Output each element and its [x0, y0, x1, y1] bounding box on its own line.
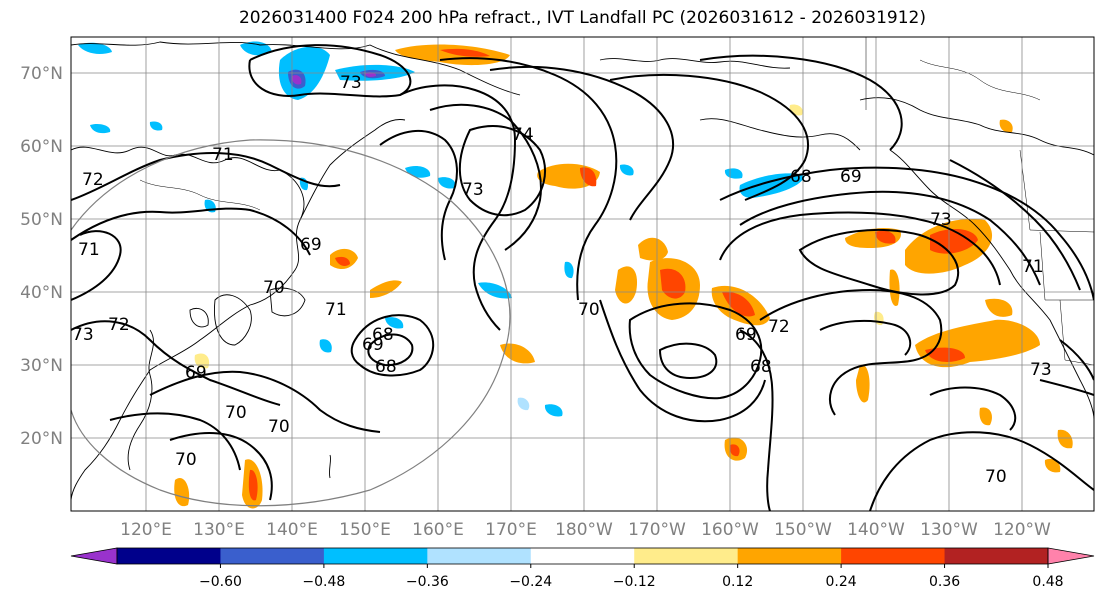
contour-label: 68 [372, 325, 394, 345]
lon-label: 120°E [120, 520, 172, 540]
lon-label: 140°E [266, 520, 318, 540]
contour-label: 69 [362, 335, 384, 355]
longitude-labels: 120°E 130°E 140°E 150°E 160°E 170°E 180°… [120, 520, 1051, 540]
lon-label: 130°W [920, 520, 978, 540]
colorbar-segment [737, 548, 842, 564]
contour-label: 71 [78, 240, 100, 260]
great-circle-ring [71, 139, 511, 507]
contour-label: 72 [768, 317, 790, 337]
contour-label: 69 [735, 325, 757, 345]
lon-label: 160°W [701, 520, 759, 540]
contour-label: 68 [750, 357, 772, 377]
contour-label: 73 [340, 73, 362, 93]
colorbar-segment [841, 548, 946, 564]
lon-label: 120°W [993, 520, 1051, 540]
lon-label: 130°E [193, 520, 245, 540]
colorbar-segment [323, 548, 428, 564]
contour-label: 69 [300, 235, 322, 255]
colorbar-tick-label: 0.36 [929, 574, 960, 590]
colorbar-tick-label: 0.12 [722, 574, 753, 590]
contour-label: 72 [108, 315, 130, 335]
contour-label: 71 [325, 300, 347, 320]
lat-label: 30°N [20, 356, 63, 376]
latitude-labels: 70°N 60°N 50°N 40°N 30°N 20°N [20, 64, 63, 449]
lon-label: 170°W [628, 520, 686, 540]
colorbar-tick-label: −0.48 [302, 574, 345, 590]
colorbar-segment [530, 548, 635, 564]
contour-label: 69 [840, 167, 862, 187]
lat-label: 70°N [20, 64, 63, 84]
contour-label: 73 [72, 325, 94, 345]
contour-label: 70 [263, 278, 285, 298]
colorbar-tick-label: 0.24 [826, 574, 857, 590]
colorbar: −0.60 −0.48 −0.36 −0.24 −0.12 0.12 0.24 0.36 0.4… [70, 547, 1095, 590]
contour-label: 71 [1022, 257, 1044, 277]
lon-label: 150°E [339, 520, 391, 540]
contour-label: 72 [82, 170, 104, 190]
contour-label: 73 [462, 180, 484, 200]
colorbar-extend-low [70, 547, 118, 565]
lat-label: 20°N [20, 429, 63, 449]
colorbar-tick-label: −0.24 [509, 574, 552, 590]
colorbar-outline [116, 547, 1049, 565]
contour-label: 70 [268, 417, 290, 437]
colorbar-tick-label: −0.36 [406, 574, 449, 590]
colorbar-segment [634, 548, 739, 564]
colorbar-tick-label: 0.48 [1032, 574, 1063, 590]
colorbar-segment [220, 548, 325, 564]
contour-label: 68 [375, 357, 397, 377]
lon-label: 170°E [485, 520, 537, 540]
contour-label: 71 [212, 145, 234, 165]
colorbar-extend-high [1047, 547, 1095, 565]
contour-label: 70 [175, 450, 197, 470]
lon-label: 140°W [847, 520, 905, 540]
contour-label: 73 [930, 210, 952, 230]
contour-label: 70 [225, 403, 247, 423]
lat-label: 40°N [20, 283, 63, 303]
lon-label: 150°W [774, 520, 832, 540]
page-title: 2026031400 F024 200 hPa refract., IVT La… [238, 8, 926, 28]
colorbar-tick-label: −0.12 [613, 574, 656, 590]
lat-label: 60°N [20, 137, 63, 157]
colorbar-segment [427, 548, 532, 564]
contour-labels: 73 74 71 72 71 69 70 71 72 73 69 68 70 7… [72, 73, 1052, 487]
map-plot-area [71, 37, 1094, 511]
contour-label: 70 [985, 467, 1007, 487]
lat-label: 50°N [20, 210, 63, 230]
colorbar-tick-label: −0.60 [199, 574, 242, 590]
contour-label: 74 [512, 125, 534, 145]
contour-label: 68 [790, 167, 812, 187]
contour-label: 69 [185, 363, 207, 383]
colorbar-segment [944, 548, 1049, 564]
lon-label: 160°E [412, 520, 464, 540]
colorbar-segment [117, 548, 221, 564]
refractivity-contours [71, 44, 1094, 511]
coastlines [71, 41, 1094, 501]
map-frame [70, 36, 1095, 512]
contour-label: 70 [578, 300, 600, 320]
contour-label: 73 [1030, 360, 1052, 380]
lon-label: 180°W [555, 520, 613, 540]
